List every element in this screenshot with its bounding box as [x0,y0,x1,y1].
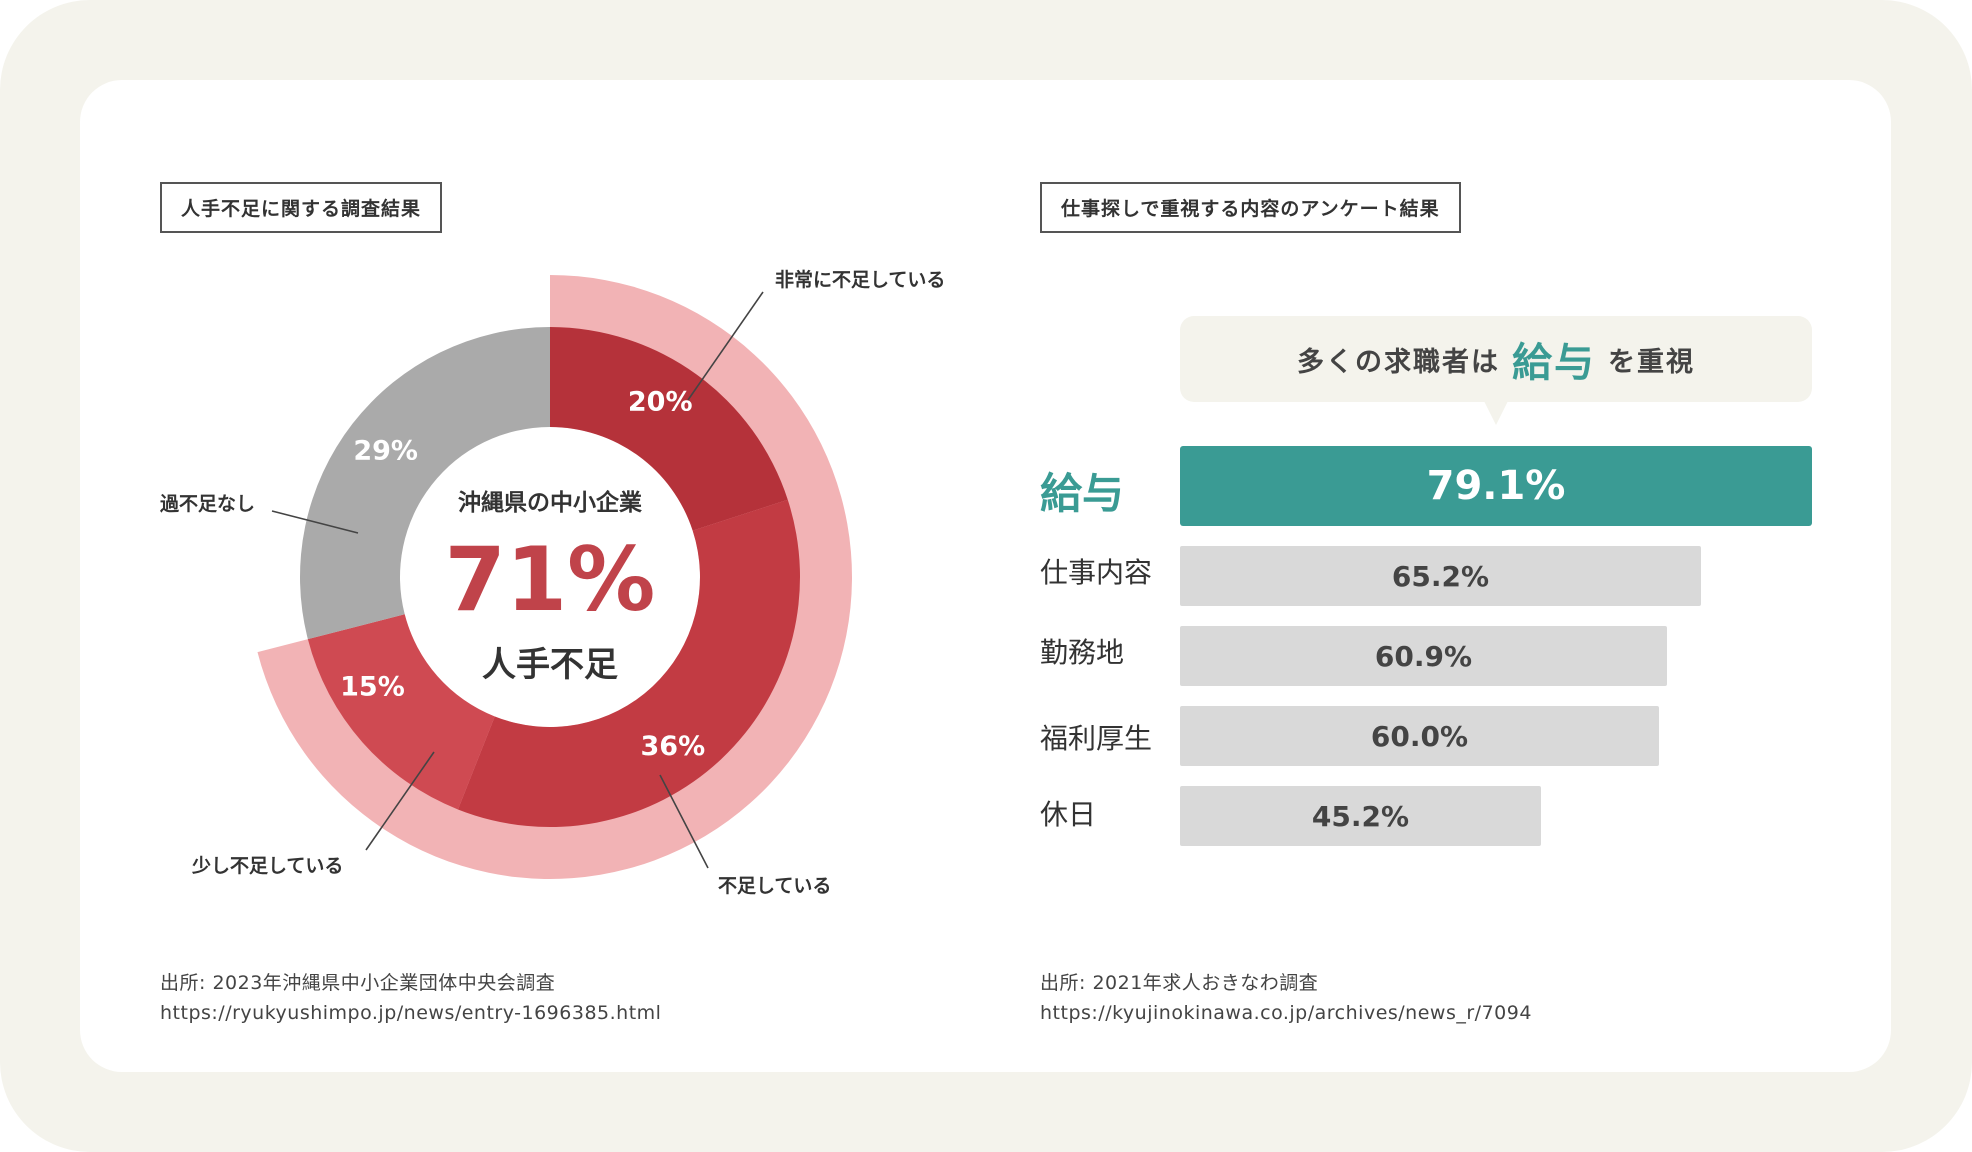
donut-slice-none [300,327,550,640]
donut-category-label: 非常に不足している [775,268,945,291]
donut-slice-slight [307,614,495,810]
bar-category-label: 休日 [1040,798,1097,831]
right-source-url[interactable]: https://kyujinokinawa.co.jp/archives/new… [1040,1002,1532,1024]
donut-leader-line [365,751,435,851]
bar-value-label: 65.2% [1391,559,1490,593]
bar-value-label: 60.0% [1370,719,1469,753]
donut-value-label: 29% [353,436,418,467]
bar-category-label: 給与 [1040,469,1125,518]
bar-value-label: 45.2% [1311,799,1410,833]
donut-category-label: 不足している [718,875,831,897]
callout-suffix: を重視 [1608,346,1695,378]
right-source-line1: 出所: 2021年求人おきなわ調査 [1040,972,1319,994]
donut-center-value: 71% [445,528,656,631]
bar: 79.1% [1180,446,1812,526]
donut-center-caption: 沖縄県の中小企業 [458,489,643,516]
left-source-url[interactable]: https://ryukyushimpo.jp/news/entry-16963… [160,1002,662,1024]
bar-category-label: 勤務地 [1040,636,1125,669]
right-source: 出所: 2021年求人おきなわ調査 https://kyujinokinawa.… [1040,968,1532,1028]
bar-value-label: 79.1% [1426,463,1566,509]
callout-highlight: 給与 [1512,340,1596,386]
bar: 60.9% [1180,626,1667,686]
donut-leader-line [659,774,709,869]
bar-value-label: 60.9% [1374,639,1473,673]
bar: 45.2% [1180,786,1541,846]
callout-bubble: 多くの求職者は 給与 を重視 [1180,316,1812,402]
left-source-line1: 出所: 2023年沖縄県中小企業団体中央会調査 [160,972,556,994]
donut-value-label: 36% [641,731,706,762]
right-section-title: 仕事探しで重視する内容のアンケート結果 [1040,182,1461,233]
donut-value-label: 15% [340,671,405,702]
callout-pointer [1484,401,1508,425]
bar: 60.0% [1180,706,1659,766]
donut-slice-shortage [457,499,801,827]
callout-prefix: 多くの求職者は [1297,346,1500,378]
donut-slice-severe [550,327,788,531]
donut-category-label: 少し不足している [191,855,343,877]
donut-center-label: 人手不足 [482,645,618,685]
bar-category-label: 仕事内容 [1040,556,1153,589]
donut-leader-line [687,291,764,401]
donut-leader-line [271,510,359,534]
left-section-title: 人手不足に関する調査結果 [160,182,443,233]
left-source: 出所: 2023年沖縄県中小企業団体中央会調査 https://ryukyush… [160,968,661,1028]
donut-value-label: 20% [628,387,693,418]
bar: 65.2% [1180,546,1701,606]
donut-category-label: 過不足なし [160,493,255,515]
bar-category-label: 福利厚生 [1040,722,1153,755]
